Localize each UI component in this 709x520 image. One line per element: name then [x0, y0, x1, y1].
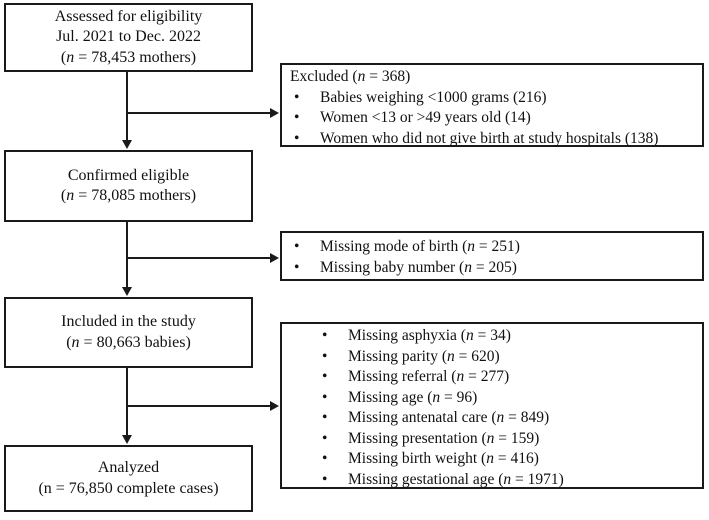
- bullet-icon: •: [294, 238, 300, 255]
- box-excluded: Excluded (n = 368) • Babies weighing <10…: [280, 63, 704, 147]
- bullet-icon: •: [322, 429, 328, 447]
- box-confirmed: Confirmed eligible (n = 78,085 mothers): [4, 150, 253, 222]
- missing-vars-item-text: Missing age (n = 96): [348, 388, 478, 406]
- missing-vars-item-text: Missing presentation (n = 159): [348, 429, 540, 447]
- excluded-item: • Women who did not give birth at study …: [290, 129, 698, 150]
- box-analyzed-count: (n = 76,850 complete cases): [38, 479, 219, 497]
- bullet-icon: •: [322, 388, 328, 406]
- missing-vars-item-text: Missing referral (n = 277): [348, 368, 510, 385]
- missing-birth-item-text: Missing baby number (n = 205): [320, 258, 517, 276]
- box-confirmed-line1: Confirmed eligible: [67, 166, 190, 184]
- box-confirmed-count: (n = 78,085 mothers): [60, 187, 197, 204]
- bullet-icon: •: [322, 327, 328, 344]
- missing-vars-item-text: Missing birth weight (n = 416): [348, 450, 539, 467]
- missing-vars-item-text: Missing asphyxia (n = 34): [348, 327, 511, 344]
- box-assessed: Assessed for eligibility Jul. 2021 to De…: [4, 3, 253, 72]
- bullet-icon: •: [294, 258, 300, 276]
- missing-vars-item: • Missing parity (n = 620): [318, 347, 698, 368]
- box-included: Included in the study (n = 80,663 babies…: [4, 297, 253, 368]
- excluded-item: • Women <13 or >49 years old (14): [290, 108, 698, 129]
- missing-vars-item: • Missing age (n = 96): [318, 388, 698, 409]
- box-assessed-count: (n = 78,453 mothers): [60, 48, 197, 66]
- missing-vars-item: • Missing antenatal care (n = 849): [318, 408, 698, 429]
- missing-vars-item-text: Missing gestational age (n = 1971): [348, 470, 564, 488]
- bullet-icon: •: [322, 470, 328, 488]
- missing-birth-item-text: Missing mode of birth (n = 251): [320, 238, 520, 255]
- bullet-icon: •: [294, 129, 300, 147]
- bullet-icon: •: [294, 88, 300, 106]
- bullet-icon: •: [322, 409, 328, 426]
- box-missing-birth: • Missing mode of birth (n = 251) • Miss…: [280, 231, 704, 281]
- missing-vars-item: • Missing gestational age (n = 1971): [318, 470, 698, 491]
- bullet-icon: •: [322, 368, 328, 385]
- box-analyzed-line1: Analyzed: [97, 459, 160, 476]
- missing-vars-item: • Missing birth weight (n = 416): [318, 449, 698, 470]
- missing-vars-item-text: Missing antenatal care (n = 849): [348, 409, 550, 426]
- excluded-item-text: Women <13 or >49 years old (14): [320, 109, 531, 126]
- box-included-count: (n = 80,663 babies): [66, 333, 191, 351]
- box-missing-vars: • Missing asphyxia (n = 34) • Missing pa…: [280, 322, 704, 489]
- missing-vars-item-text: Missing parity (n = 620): [348, 347, 500, 365]
- box-included-line1: Included in the study: [61, 313, 196, 330]
- missing-vars-item: • Missing referral (n = 277): [318, 367, 698, 388]
- excluded-item: • Babies weighing <1000 grams (216): [290, 88, 698, 109]
- excluded-header: Excluded (n = 368): [290, 68, 411, 85]
- bullet-icon: •: [322, 347, 328, 365]
- missing-vars-item: • Missing asphyxia (n = 34): [318, 326, 698, 347]
- bullet-icon: •: [294, 109, 300, 126]
- box-assessed-line2: Jul. 2021 to Dec. 2022: [56, 28, 201, 46]
- box-analyzed: Analyzed (n = 76,850 complete cases): [4, 445, 253, 512]
- missing-birth-item: • Missing mode of birth (n = 251): [290, 237, 698, 258]
- missing-birth-item: • Missing baby number (n = 205): [290, 258, 698, 279]
- box-assessed-line1: Assessed for eligibility: [54, 7, 203, 25]
- excluded-item-text: Babies weighing <1000 grams (216): [320, 88, 547, 106]
- missing-vars-item: • Missing presentation (n = 159): [318, 429, 698, 450]
- bullet-icon: •: [322, 450, 328, 467]
- excluded-item-text: Women who did not give birth at study ho…: [320, 129, 659, 147]
